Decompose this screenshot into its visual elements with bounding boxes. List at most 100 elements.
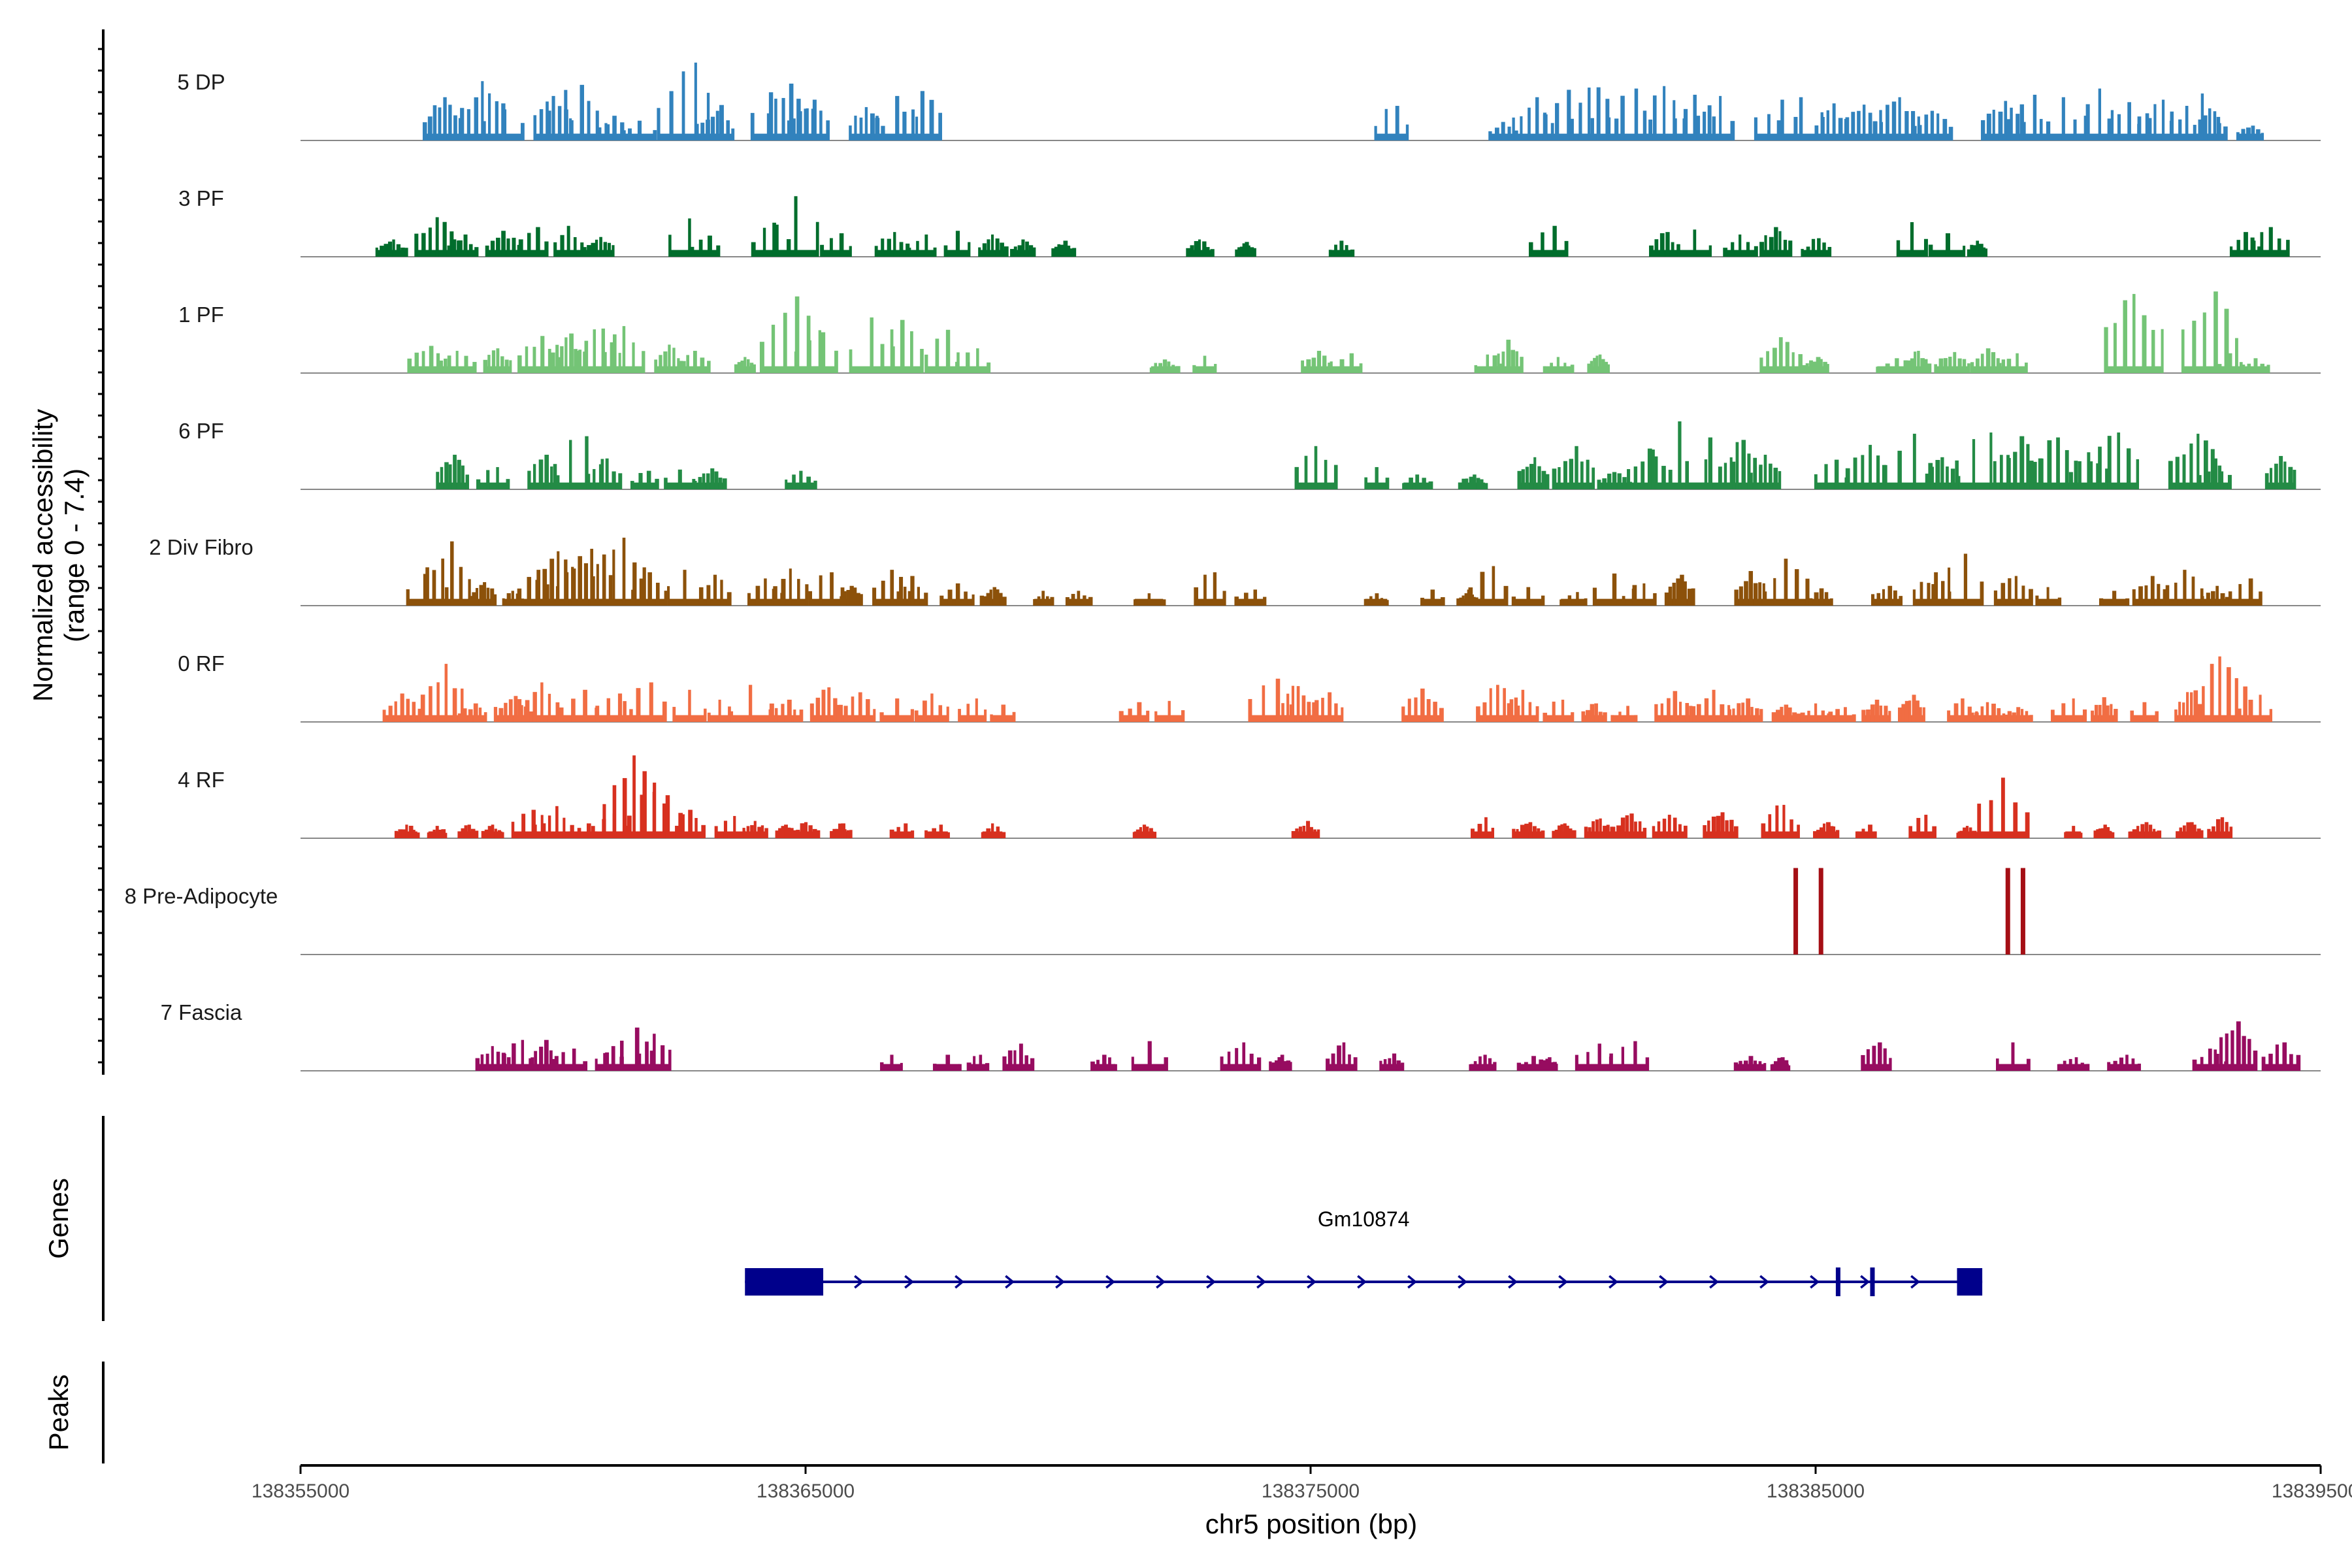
coverage-bar: [1550, 123, 1554, 140]
coverage-bar: [881, 125, 885, 140]
coverage-bar: [1001, 832, 1006, 838]
coverage-bar: [2217, 465, 2222, 489]
coverage-bar: [740, 360, 744, 373]
coverage-bar: [849, 125, 852, 140]
coverage-bar: [1248, 698, 1252, 722]
coverage-bar: [1569, 459, 1574, 489]
coverage-bar: [856, 593, 860, 606]
coverage-bar: [571, 698, 576, 722]
coverage-bar: [688, 218, 691, 257]
coverage-bar: [1855, 831, 1859, 838]
coverage-bar: [2099, 598, 2104, 606]
coverage-bar: [574, 349, 578, 373]
coverage-bar: [2150, 576, 2155, 606]
coverage-bar: [1997, 708, 2001, 722]
coverage-bar: [1872, 1045, 1876, 1071]
coverage-bar: [726, 120, 730, 140]
coverage-bar: [2283, 461, 2287, 489]
coverage-bar: [1703, 111, 1707, 140]
coverage-bar: [1341, 707, 1344, 722]
coverage-bar: [544, 1039, 549, 1071]
coverage-peak-base: [624, 715, 664, 722]
coverage-bar: [1158, 363, 1162, 373]
coverage-bar: [2068, 472, 2073, 489]
coverage-bar: [808, 825, 813, 838]
coverage-bar: [1993, 590, 1998, 606]
coverage-bar: [1069, 248, 1073, 257]
coverage-bar: [789, 568, 792, 606]
coverage-bar: [582, 247, 587, 257]
coverage-bar: [1871, 594, 1875, 606]
coverage-bar: [1908, 826, 1912, 838]
coverage-bar: [2153, 828, 2156, 838]
coverage-bar: [1477, 823, 1482, 838]
coverage-bar: [496, 348, 500, 373]
coverage-bar: [2142, 315, 2147, 373]
coverage-bar: [1603, 825, 1607, 838]
coverage-bar: [478, 707, 482, 722]
coverage-peak-base: [1828, 715, 1854, 722]
coverage-bar: [2268, 227, 2273, 257]
coverage-bar: [2007, 711, 2012, 722]
coverage-peak-base: [1513, 133, 1552, 140]
coverage-bar: [384, 244, 389, 257]
coverage-bar: [1315, 700, 1319, 722]
coverage-bar: [2029, 589, 2033, 606]
coverage-bar: [1192, 365, 1196, 373]
coverage-bar: [432, 570, 436, 606]
coverage-bar: [1774, 1061, 1778, 1071]
coverage-bar: [859, 117, 863, 140]
coverage-bar: [1330, 361, 1333, 373]
coverage-bar: [1586, 459, 1590, 489]
coverage-bar: [1488, 131, 1492, 140]
coverage-bar: [896, 826, 900, 838]
coverage-bar: [1060, 244, 1064, 257]
coverage-bar: [1642, 828, 1647, 838]
coverage-bar: [2207, 828, 2211, 838]
coverage-bar: [465, 474, 469, 489]
coverage-bar: [639, 578, 644, 606]
coverage-bar: [843, 829, 847, 838]
coverage-bar: [2192, 320, 2197, 373]
coverage-bar: [561, 1052, 565, 1071]
coverage-bar: [964, 591, 968, 606]
coverage-bar: [2137, 1064, 2141, 1071]
coverage-bar: [1719, 95, 1722, 140]
coverage-bar: [479, 585, 483, 606]
coverage-bar: [1507, 703, 1511, 722]
coverage-bar: [1861, 1054, 1865, 1071]
coverage-bar: [563, 817, 566, 838]
coverage-bar: [902, 111, 907, 140]
coverage-bar: [2206, 471, 2211, 489]
coverage-bar: [1545, 474, 1550, 489]
coverage-peak-base: [1309, 715, 1343, 722]
coverage-bar: [1309, 826, 1313, 838]
coverage-bar: [1946, 466, 1949, 489]
coverage-bar: [1295, 828, 1299, 838]
coverage-bar: [2248, 578, 2253, 606]
coverage-bar: [990, 714, 993, 722]
coverage-bar: [1610, 715, 1614, 722]
coverage-bar: [1911, 110, 1916, 140]
coverage-bar: [1989, 432, 1993, 489]
coverage-bar: [986, 828, 991, 838]
coverage-bar: [1970, 362, 1974, 373]
coverage-peak-base: [1195, 598, 1224, 606]
coverage-bar: [849, 830, 853, 838]
coverage-bar: [1980, 120, 1985, 140]
coverage-bar: [2261, 1056, 2266, 1071]
coverage-bar: [584, 340, 589, 373]
coverage-bar: [1019, 1043, 1023, 1071]
coverage-bar: [1956, 832, 1961, 838]
coverage-bar: [1672, 582, 1676, 606]
track-label: 3 PF: [178, 186, 224, 210]
coverage-bar: [1814, 592, 1819, 606]
x-tick-label: 138375000: [1262, 1480, 1360, 1502]
coverage-bar: [1203, 574, 1207, 606]
coverage-bar: [1861, 828, 1865, 838]
coverage-bar: [444, 832, 448, 838]
coverage-bar: [806, 108, 809, 140]
coverage-bar: [1627, 468, 1631, 489]
coverage-bar: [2103, 825, 2107, 838]
coverage-bar: [564, 90, 568, 140]
